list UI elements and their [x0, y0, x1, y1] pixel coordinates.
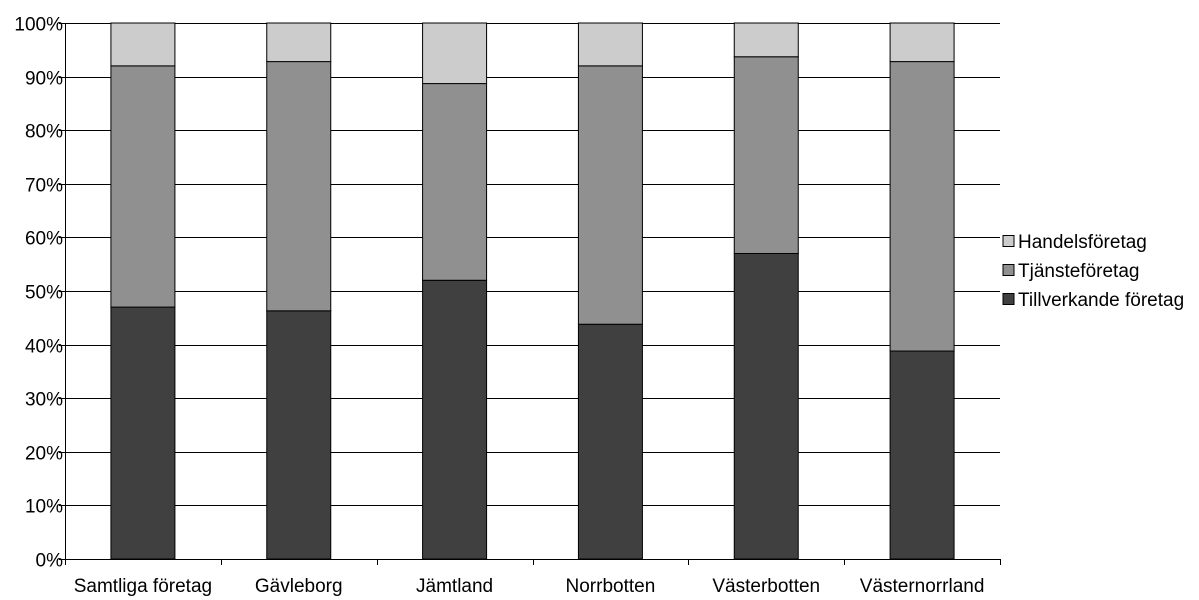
x-category-label: Jämtland — [416, 576, 493, 597]
bar-segment — [577, 22, 643, 67]
legend-swatch — [1002, 293, 1015, 305]
bar-segment — [110, 306, 176, 560]
y-tick-label: 0% — [36, 551, 64, 572]
y-tick-label: 20% — [25, 444, 63, 465]
y-tick-label: 10% — [25, 497, 63, 518]
y-tick-label: 80% — [25, 122, 63, 143]
legend: Handelsföretag Tjänsteföretag Tillverkande… — [1002, 232, 1184, 311]
bar-segment — [733, 252, 799, 560]
bar-segment — [266, 310, 332, 560]
bar-segment — [889, 61, 955, 352]
bar-segment — [889, 22, 955, 63]
bar-segment — [266, 61, 332, 312]
bar-segment — [577, 323, 643, 560]
bar-segment — [577, 65, 643, 325]
bar-segment — [266, 22, 332, 63]
legend-label: Tjänsteföretag — [1018, 261, 1139, 282]
bars — [110, 22, 955, 560]
x-category-label: Samtliga företag — [74, 576, 212, 597]
bar-segment — [733, 22, 799, 58]
x-category-label: Norrbotten — [566, 576, 656, 597]
bar-segment — [422, 279, 488, 560]
y-tick-label: 100% — [14, 15, 63, 36]
legend-label: Tillverkande företag — [1018, 290, 1184, 311]
y-tick-label: 40% — [25, 337, 63, 358]
y-tick-labels: 0% 10% 20% 30% 40% 50% 60% 70% 80% 90% 100% — [14, 15, 63, 572]
bar-segment — [733, 56, 799, 254]
y-tick-label: 50% — [25, 283, 63, 304]
bar-segment — [110, 22, 176, 67]
legend-swatch — [1002, 264, 1015, 276]
x-category-labels: Samtliga företag Gävleborg Jämtland Norrbot… — [74, 576, 985, 597]
x-category-label: Västerbotten — [712, 576, 820, 597]
axes — [59, 23, 1001, 565]
x-category-label: Västernorrland — [860, 576, 985, 597]
bar-segment — [110, 65, 176, 308]
gridlines — [65, 23, 1000, 506]
y-tick-label: 90% — [25, 69, 63, 90]
y-tick-label: 70% — [25, 176, 63, 197]
bar-segment — [422, 83, 488, 281]
y-tick-label: 30% — [25, 390, 63, 411]
bar-segment — [889, 350, 955, 560]
x-category-label: Gävleborg — [255, 576, 343, 597]
bar-segment — [422, 22, 488, 85]
legend-label: Handelsföretag — [1018, 232, 1147, 253]
y-tick-label: 60% — [25, 229, 63, 250]
legend-swatch — [1002, 235, 1015, 247]
